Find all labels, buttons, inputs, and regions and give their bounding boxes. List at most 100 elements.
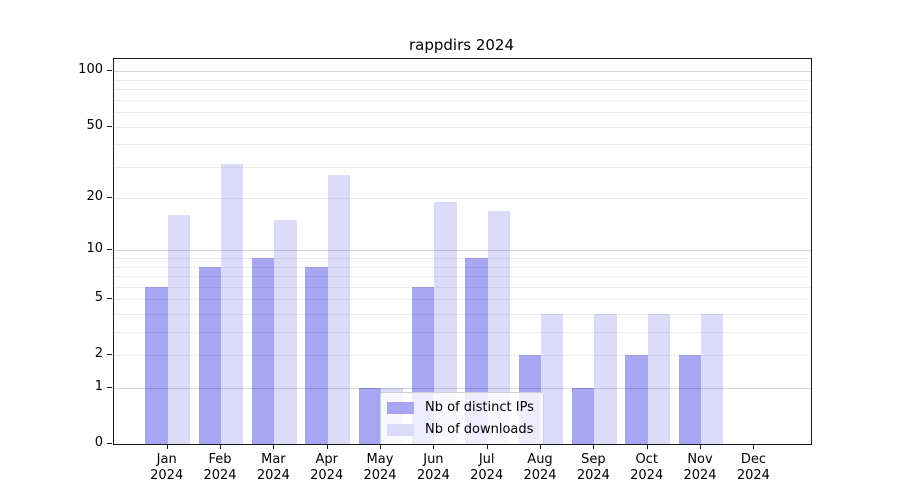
- bar-distinct-ips: [358, 388, 381, 444]
- x-tick-year: 2024: [630, 468, 664, 483]
- x-tick-month: Nov: [687, 452, 713, 467]
- bar-downloads: [701, 314, 724, 444]
- x-tick-year: 2024: [416, 468, 450, 483]
- x-tick-mark: [166, 444, 168, 449]
- minor-gridline: [114, 112, 811, 114]
- x-tick-month: Apr: [315, 452, 338, 467]
- x-tick-mark: [220, 444, 221, 449]
- y-tick-label: 20: [86, 189, 103, 205]
- minor-gridline: [114, 198, 811, 200]
- legend: Nb of distinct IPs Nb of downloads: [380, 392, 544, 444]
- x-tick-label: Jan 2024: [150, 452, 183, 484]
- legend-patch-distinct-ips: [387, 401, 414, 414]
- x-tick-year: 2024: [470, 468, 504, 483]
- y-tick-mark: [107, 125, 112, 127]
- x-tick-month: Jun: [423, 452, 444, 467]
- x-tick-label: Jul 2024: [470, 452, 503, 484]
- bar-downloads: [434, 202, 457, 444]
- y-tick-label: 1: [94, 379, 103, 394]
- y-tick-label: 100: [78, 62, 103, 78]
- x-tick-label: May 2024: [363, 452, 396, 484]
- x-tick-year: 2024: [576, 468, 610, 483]
- y-tick-label: 2: [94, 346, 103, 362]
- bar-distinct-ips: [198, 266, 221, 444]
- x-tick-label: Oct 2024: [630, 452, 663, 484]
- x-tick-mark: [326, 444, 328, 449]
- minor-gridline: [114, 144, 811, 146]
- y-tick-mark: [107, 70, 112, 72]
- bar-distinct-ips: [305, 266, 328, 444]
- y-tick-label: 5: [94, 290, 103, 306]
- x-tick-label: Nov 2024: [683, 452, 716, 484]
- x-tick-month: Dec: [740, 452, 766, 467]
- minor-gridline: [114, 79, 811, 81]
- bar-distinct-ips: [625, 355, 648, 444]
- x-tick-month: Oct: [635, 452, 658, 467]
- x-tick-month: Jul: [478, 452, 495, 467]
- minor-gridline: [114, 286, 811, 288]
- legend-item: Nb of downloads: [387, 420, 534, 439]
- bar-distinct-ips: [678, 355, 701, 444]
- x-tick-mark: [700, 444, 701, 449]
- plot-area: Nb of distinct IPs Nb of downloads: [113, 58, 812, 445]
- minor-gridline: [114, 276, 811, 278]
- major-gridline: [114, 388, 811, 389]
- legend-label: Nb of downloads: [425, 422, 534, 437]
- minor-gridline: [114, 89, 811, 91]
- x-tick-mark: [646, 444, 648, 449]
- major-gridline: [114, 71, 811, 73]
- x-tick-mark: [753, 444, 755, 449]
- minor-gridline: [114, 99, 811, 101]
- legend-patch-downloads: [387, 423, 414, 436]
- bar-distinct-ips: [252, 258, 275, 444]
- x-tick-label: Dec 2024: [737, 452, 770, 484]
- x-tick-label: Sep 2024: [577, 452, 610, 484]
- minor-gridline: [114, 332, 811, 334]
- x-tick-month: May: [366, 452, 394, 467]
- x-tick-label: Jun 2024: [417, 452, 450, 484]
- y-tick-label: 50: [86, 117, 103, 133]
- y-tick-label: 10: [86, 241, 103, 257]
- bar-downloads: [487, 210, 511, 444]
- x-tick-mark: [540, 444, 541, 449]
- x-tick-month: Aug: [527, 452, 553, 467]
- legend-item: Nb of distinct IPs: [387, 398, 534, 417]
- minor-gridline: [114, 314, 811, 316]
- x-tick-mark: [273, 444, 275, 449]
- x-tick-label: Aug 2024: [523, 452, 556, 484]
- bar-downloads: [274, 220, 297, 444]
- y-tick-mark: [107, 354, 112, 356]
- y-tick-mark: [107, 387, 112, 388]
- minor-gridline: [114, 299, 811, 301]
- bar-downloads: [647, 314, 671, 444]
- y-tick-mark: [107, 197, 112, 199]
- x-tick-month: Sep: [581, 452, 606, 467]
- y-tick-label: 0: [94, 435, 103, 450]
- x-tick-year: 2024: [736, 468, 770, 483]
- minor-gridline: [114, 126, 811, 128]
- x-tick-mark: [486, 444, 488, 449]
- minor-gridline: [114, 166, 811, 168]
- x-tick-year: 2024: [683, 468, 717, 483]
- x-tick-year: 2024: [363, 468, 397, 483]
- x-tick-month: Mar: [261, 452, 286, 467]
- minor-gridline: [114, 355, 811, 357]
- bar-downloads: [327, 175, 351, 444]
- y-tick-mark: [107, 249, 112, 251]
- x-tick-mark: [380, 444, 381, 449]
- bar-distinct-ips: [572, 388, 595, 444]
- bar-downloads: [167, 215, 191, 444]
- bar-downloads: [594, 314, 617, 444]
- bar-distinct-ips: [145, 286, 168, 444]
- x-tick-mark: [593, 444, 595, 449]
- x-tick-year: 2024: [310, 468, 344, 483]
- x-tick-mark: [433, 444, 435, 449]
- bar-downloads: [221, 164, 244, 444]
- minor-gridline: [114, 266, 811, 268]
- minor-gridline: [114, 258, 811, 260]
- x-tick-year: 2024: [150, 468, 184, 483]
- y-tick-mark: [107, 443, 112, 444]
- x-tick-month: Feb: [208, 452, 232, 467]
- bar-downloads: [541, 314, 564, 444]
